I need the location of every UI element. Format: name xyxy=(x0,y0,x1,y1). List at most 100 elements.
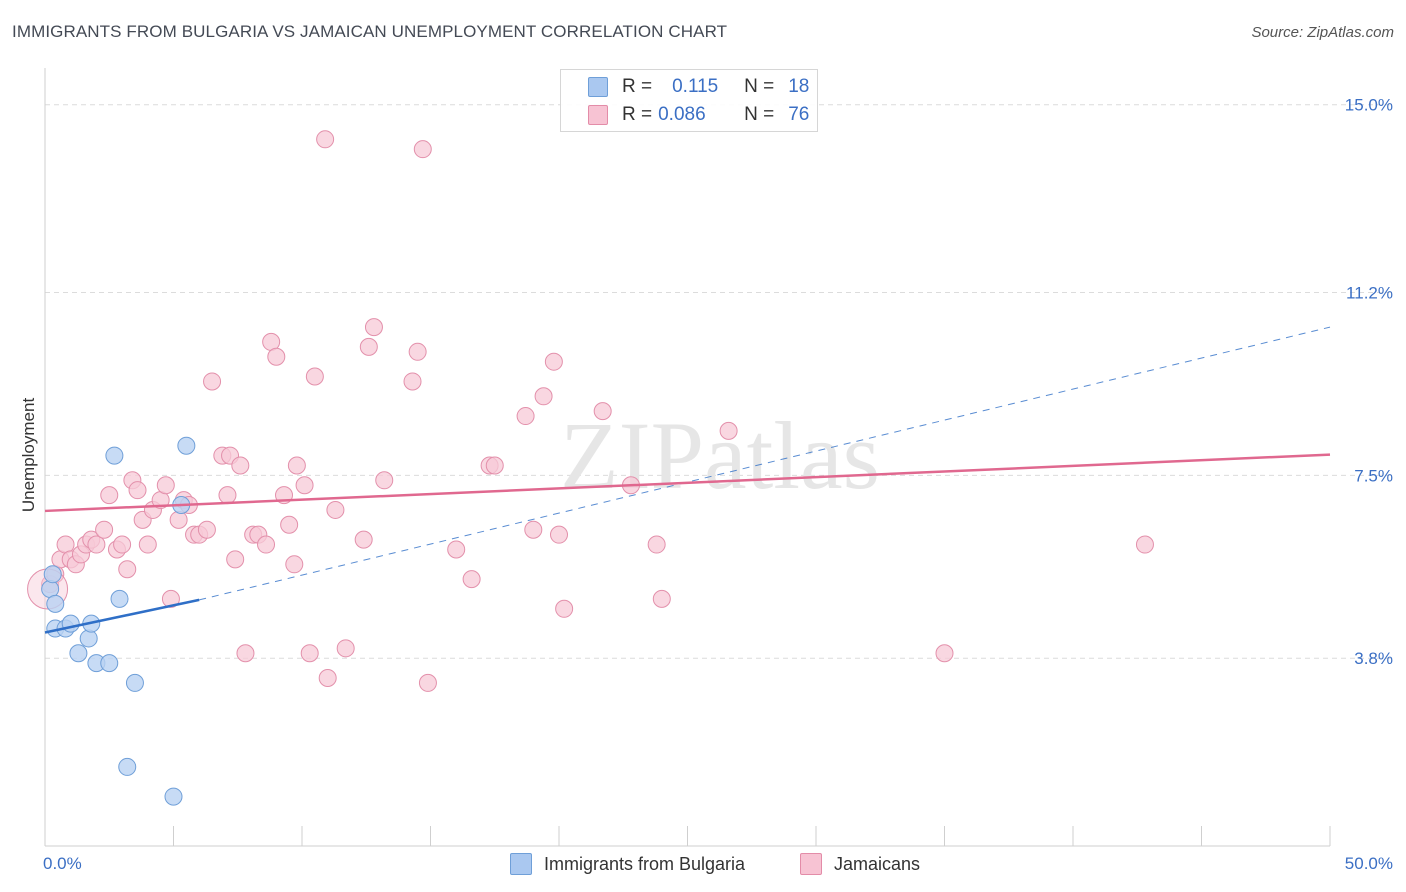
bulgaria-point xyxy=(100,654,119,673)
jamaicans-point xyxy=(197,520,216,539)
jamaicans-trend-line xyxy=(44,453,1331,513)
bulgaria-swatch-icon xyxy=(588,77,608,97)
jamaicans-point xyxy=(326,500,345,519)
bulgaria-point xyxy=(110,589,129,608)
bulgaria-points xyxy=(41,436,196,806)
jamaicans-point xyxy=(285,555,304,574)
jamaicans-point xyxy=(305,367,324,386)
bulgaria-point xyxy=(105,446,124,465)
jamaicans-point xyxy=(652,589,671,608)
legend-item-jamaicans: Jamaicans xyxy=(800,851,920,877)
x-tick-label: 0.0% xyxy=(43,854,82,873)
jamaicans-point xyxy=(375,471,394,490)
jamaicans-point xyxy=(138,535,157,554)
jamaicans-point xyxy=(359,337,378,356)
jamaicans-point xyxy=(87,535,106,554)
n-label: N = xyxy=(744,104,775,125)
jamaicans-point xyxy=(1135,535,1154,554)
jamaicans-point xyxy=(287,456,306,475)
jamaicans-point xyxy=(534,387,553,406)
jamaicans-point xyxy=(447,540,466,559)
jamaicans-point xyxy=(516,407,535,426)
chart-title: IMMIGRANTS FROM BULGARIA VS JAMAICAN UNE… xyxy=(12,22,728,41)
jamaicans-point xyxy=(418,673,437,692)
jamaicans-point xyxy=(336,639,355,658)
r-label: R = xyxy=(622,76,653,97)
jamaicans-point xyxy=(524,520,543,539)
correlation-legend: R = 0.115 N = 18 R = 0.086 N = 76 xyxy=(560,69,818,132)
jamaicans-points xyxy=(27,130,1154,692)
jamaicans-point xyxy=(555,599,574,618)
jamaicans-point xyxy=(161,589,180,608)
bulgaria-point xyxy=(125,673,144,692)
jamaicans-point xyxy=(544,352,563,371)
bulgaria-point xyxy=(118,757,137,776)
legend-label-bulgaria: Immigrants from Bulgaria xyxy=(544,853,746,874)
bulgaria-point xyxy=(79,629,98,648)
jamaicans-legend-swatch-icon xyxy=(800,853,822,875)
legend-label-jamaicans: Jamaicans xyxy=(834,853,921,874)
jamaicans-point xyxy=(280,515,299,534)
jamaicans-point xyxy=(128,481,147,500)
bulgaria-legend-swatch-icon xyxy=(510,853,532,875)
bulgaria-point xyxy=(164,787,183,806)
jamaicans-point xyxy=(300,644,319,663)
n-value: 76 xyxy=(788,104,810,125)
jamaicans-point xyxy=(719,421,738,440)
jamaicans-point xyxy=(257,535,276,554)
n-value: 18 xyxy=(788,76,810,97)
jamaicans-point xyxy=(118,560,137,579)
y-tick-label: 11.2% xyxy=(1346,284,1393,303)
jamaicans-point xyxy=(485,456,504,475)
jamaicans-point xyxy=(231,456,250,475)
jamaicans-point xyxy=(408,342,427,361)
jamaicans-point xyxy=(318,668,337,687)
jamaicans-point xyxy=(364,318,383,337)
x-tick-label: 50.0% xyxy=(1345,854,1393,873)
bulgaria-point xyxy=(177,436,196,455)
jamaicans-point xyxy=(226,550,245,569)
source-label: Source: ZipAtlas.com xyxy=(1251,24,1394,41)
trend-lines xyxy=(44,326,1331,634)
n-label: N = xyxy=(744,76,775,97)
legend-item-bulgaria: Immigrants from Bulgaria xyxy=(510,851,745,877)
jamaicans-swatch-icon xyxy=(588,105,608,125)
r-value: 0.086 xyxy=(658,104,706,125)
y-axis-title: Unemployment xyxy=(19,398,38,513)
jamaicans-point xyxy=(550,525,568,544)
r-value: 0.115 xyxy=(672,76,719,97)
jamaicans-point xyxy=(100,486,119,505)
y-tick-label: 3.8% xyxy=(1354,649,1393,668)
jamaicans-point xyxy=(403,372,422,391)
bulgaria-point xyxy=(69,644,88,663)
jamaicans-point xyxy=(647,535,666,554)
bulgaria-point xyxy=(46,594,65,613)
jamaicans-point xyxy=(267,347,286,366)
jamaicans-point xyxy=(413,140,432,159)
legend-row-jamaicans: R = 0.086 N = 76 xyxy=(561,101,809,129)
axis-layer xyxy=(44,68,1331,847)
jamaicans-point xyxy=(95,520,114,539)
jamaicans-point xyxy=(218,486,237,505)
y-tick-label: 7.5% xyxy=(1354,466,1393,485)
jamaicans-point xyxy=(316,130,335,149)
watermark: ZIPatlas xyxy=(560,402,880,509)
tick-labels: 3.8% 7.5% 11.2% 15.0% 0.0% 50.0% xyxy=(43,96,1393,873)
grid-layer xyxy=(45,104,1395,659)
bulgaria-point xyxy=(43,565,62,584)
jamaicans-point xyxy=(236,644,255,663)
jamaicans-point xyxy=(295,476,314,495)
jamaicans-point xyxy=(156,476,175,495)
legend-row-bulgaria: R = 0.115 N = 18 xyxy=(561,73,809,101)
jamaicans-point xyxy=(113,535,132,554)
jamaicans-point xyxy=(462,570,481,589)
jamaicans-point xyxy=(169,510,188,529)
bulgaria-trend-line xyxy=(44,598,200,634)
jamaicans-point xyxy=(203,372,222,391)
r-label: R = xyxy=(622,104,653,125)
jamaicans-point xyxy=(354,530,373,549)
y-tick-label: 15.0% xyxy=(1345,96,1393,115)
jamaicans-point xyxy=(593,402,612,421)
jamaicans-point xyxy=(935,644,954,663)
